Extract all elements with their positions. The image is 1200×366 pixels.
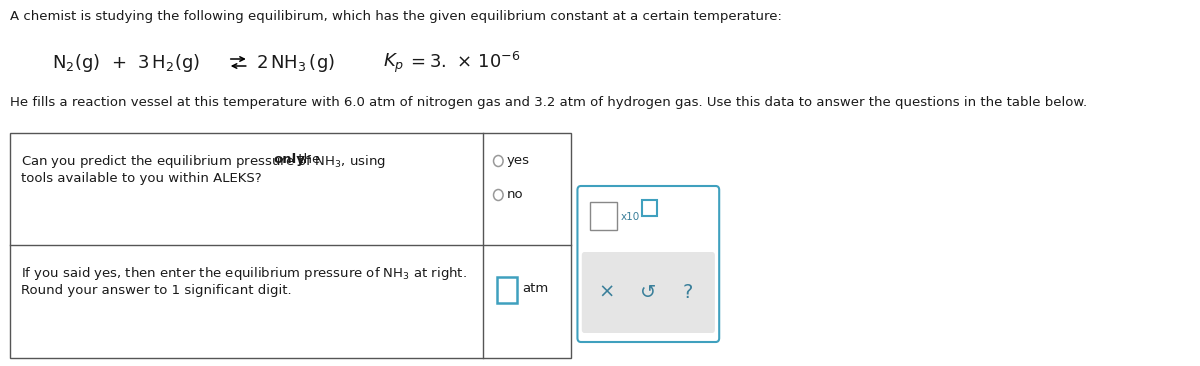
Text: no: no	[508, 188, 523, 201]
Text: atm: atm	[523, 282, 548, 295]
Text: A chemist is studying the following equilibirum, which has the given equilibrium: A chemist is studying the following equi…	[11, 10, 782, 23]
Text: If you said yes, then enter the equilibrium pressure of $\mathrm{NH_3}$ at right: If you said yes, then enter the equilibr…	[20, 265, 467, 282]
FancyBboxPatch shape	[642, 200, 658, 216]
FancyBboxPatch shape	[497, 277, 517, 303]
Text: ↺: ↺	[640, 283, 656, 302]
Bar	[11, 133, 571, 358]
Text: He fills a reaction vessel at this temperature with 6.0 atm of nitrogen gas and : He fills a reaction vessel at this tempe…	[11, 96, 1087, 109]
Text: the: the	[294, 153, 320, 166]
Text: ×: ×	[599, 283, 616, 302]
Text: Can you predict the equilibrium pressure of $\mathrm{NH_3}$, using: Can you predict the equilibrium pressure…	[20, 153, 386, 170]
Text: $\mathrm{2\,NH_3\,(g)}$: $\mathrm{2\,NH_3\,(g)}$	[256, 52, 335, 74]
Text: only: only	[274, 153, 305, 166]
Text: Round your answer to 1 significant digit.: Round your answer to 1 significant digit…	[20, 284, 292, 297]
Text: yes: yes	[508, 154, 530, 167]
FancyBboxPatch shape	[577, 186, 719, 342]
Text: $= 3.\,\times\,10^{-6}$: $= 3.\,\times\,10^{-6}$	[407, 52, 521, 72]
Text: tools available to you within ALEKS?: tools available to you within ALEKS?	[20, 172, 262, 185]
Bar	[589, 202, 618, 230]
FancyBboxPatch shape	[582, 252, 715, 333]
Text: $\mathrm{N_2(g)}$  +  $\mathrm{3\,H_2(g)}$: $\mathrm{N_2(g)}$ + $\mathrm{3\,H_2(g)}$	[52, 52, 200, 74]
Text: x10: x10	[620, 212, 640, 222]
Text: ?: ?	[683, 283, 694, 302]
Text: $K_p$: $K_p$	[383, 52, 404, 75]
